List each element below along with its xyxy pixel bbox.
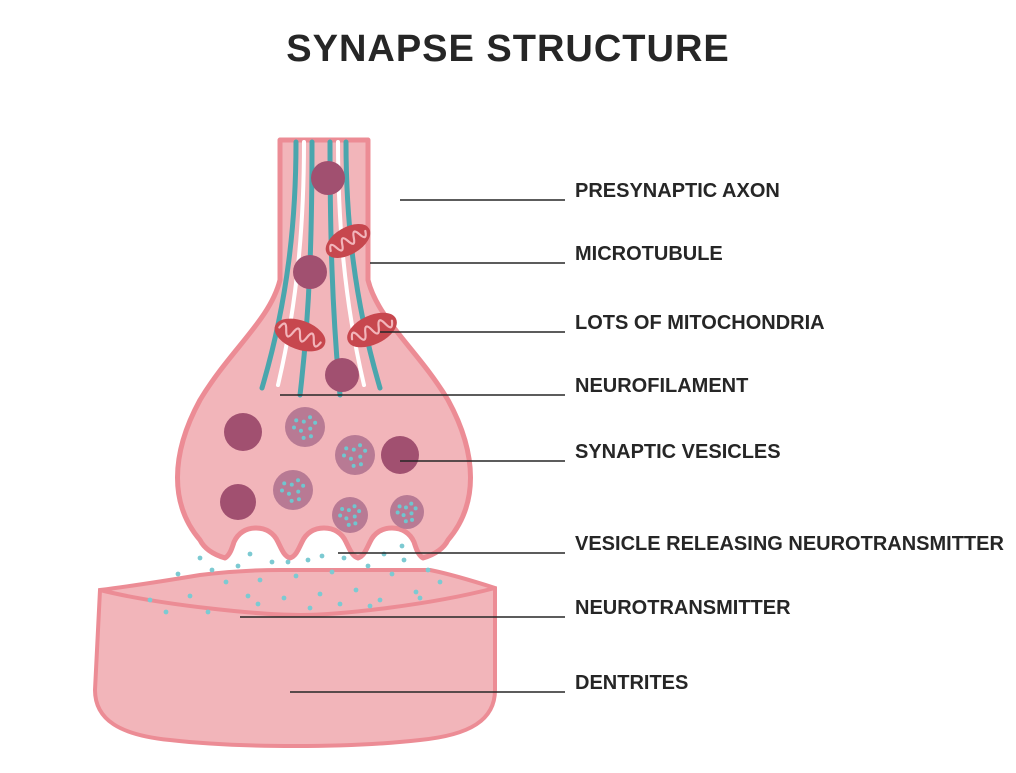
vesicle-solid	[224, 413, 262, 451]
neurotransmitter-dot	[258, 578, 263, 583]
neurotransmitter-dot	[282, 596, 287, 601]
neurotransmitter-dot	[236, 564, 241, 569]
neurotransmitter-dot	[330, 570, 335, 575]
label-dentrites: DENTRITES	[575, 672, 688, 695]
neurotransmitter-dot	[320, 554, 325, 559]
neurotransmitter-dot	[248, 552, 253, 557]
neurotransmitter-dot	[402, 558, 407, 563]
neurotransmitter-dot	[342, 556, 347, 561]
synaptic-vesicle	[335, 435, 375, 475]
vesicle-solid	[311, 161, 345, 195]
neurotransmitter-dot	[176, 572, 181, 577]
label-synaptic-vesicles: SYNAPTIC VESICLES	[575, 441, 781, 464]
neurotransmitter-dot	[414, 590, 419, 595]
neurotransmitter-dot	[270, 560, 275, 565]
neurotransmitter-dot	[378, 598, 383, 603]
vesicle-solid	[325, 358, 359, 392]
neurotransmitter-dot	[148, 598, 153, 603]
neurotransmitter-dot	[390, 572, 395, 577]
synaptic-vesicle	[285, 407, 325, 447]
synapse-diagram	[0, 0, 1016, 773]
label-neurotransmitter: NEUROTRANSMITTER	[575, 597, 791, 620]
neurotransmitter-dot	[164, 610, 169, 615]
synaptic-vesicle	[390, 495, 424, 529]
vesicle-solid	[220, 484, 256, 520]
neurotransmitter-dot	[188, 594, 193, 599]
synaptic-vesicle	[332, 497, 368, 533]
label-microtubule: MICROTUBULE	[575, 243, 723, 266]
label-neurofilament: NEUROFILAMENT	[575, 375, 748, 398]
neurotransmitter-dot	[318, 592, 323, 597]
dendrite-shape	[95, 570, 495, 746]
neurotransmitter-dot	[418, 596, 423, 601]
neurotransmitter-dot	[338, 602, 343, 607]
neurotransmitter-dot	[294, 574, 299, 579]
synaptic-vesicle	[273, 470, 313, 510]
neurotransmitter-dot	[400, 544, 405, 549]
neurotransmitter-dot	[426, 568, 431, 573]
vesicle-solid	[381, 436, 419, 474]
neurotransmitter-dot	[256, 602, 261, 607]
neurotransmitter-dot	[354, 588, 359, 593]
neurotransmitter-dot	[366, 564, 371, 569]
label-vesicle-releasing: VESICLE RELEASING NEUROTRANSMITTER	[575, 533, 1004, 556]
neurotransmitter-dot	[246, 594, 251, 599]
neurotransmitter-dot	[198, 556, 203, 561]
neurotransmitter-dot	[206, 610, 211, 615]
neurotransmitter-dot	[308, 606, 313, 611]
neurotransmitter-dot	[210, 568, 215, 573]
neurotransmitter-dot	[306, 558, 311, 563]
neurotransmitter-dot	[438, 580, 443, 585]
neurotransmitter-dot	[224, 580, 229, 585]
label-presynaptic-axon: PRESYNAPTIC AXON	[575, 180, 780, 203]
label-mitochondria: LOTS OF MITOCHONDRIA	[575, 312, 825, 335]
neurotransmitter-dot	[286, 560, 291, 565]
vesicle-solid	[293, 255, 327, 289]
neurotransmitter-dot	[368, 604, 373, 609]
